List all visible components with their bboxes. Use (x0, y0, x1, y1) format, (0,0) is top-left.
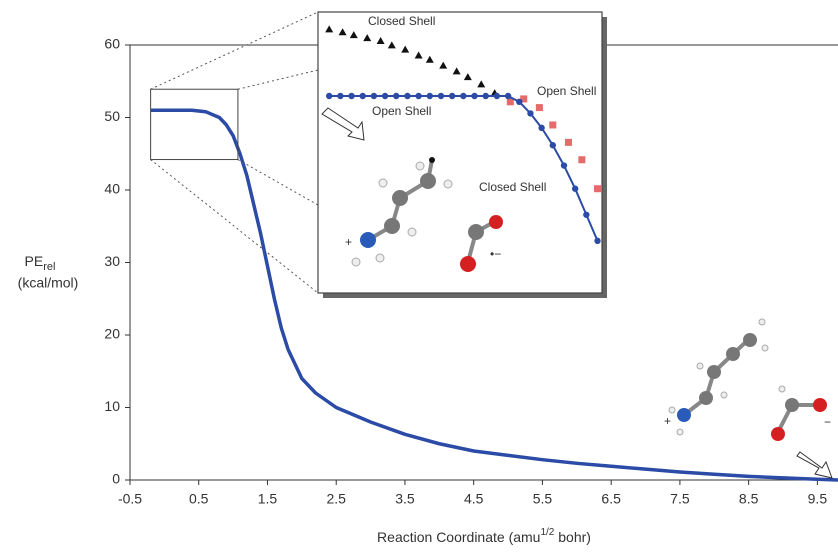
y-tick-label: 0 (112, 471, 120, 487)
point (583, 212, 589, 218)
zoom-guides (151, 12, 318, 293)
inset-frame (318, 12, 602, 293)
point (360, 93, 366, 99)
x-tick-label: 6.5 (601, 491, 621, 507)
point (550, 142, 556, 148)
annotation: − (824, 415, 831, 429)
x-tick-label: 8.5 (739, 491, 759, 507)
x-tick-label: 2.5 (326, 491, 346, 507)
point (527, 110, 533, 116)
point (393, 93, 399, 99)
point (536, 104, 543, 111)
y-tick-label: 20 (104, 326, 120, 342)
point (483, 93, 489, 99)
point (549, 121, 556, 128)
molecule-products (669, 319, 832, 478)
x-tick-label: 1.5 (258, 491, 278, 507)
annotation: Open Shell (537, 84, 596, 98)
point (561, 162, 567, 168)
zoom-guide (151, 12, 318, 89)
x-tick-label: 9.5 (808, 491, 828, 507)
x-tick-label: 7.5 (670, 491, 690, 507)
point (449, 93, 455, 99)
point (578, 156, 585, 163)
point (460, 93, 466, 99)
point (494, 93, 500, 99)
y-tick-label: 10 (104, 398, 120, 414)
y-label-sub: rel (43, 261, 55, 273)
x-tick-label: 0.5 (189, 491, 209, 507)
point (404, 93, 410, 99)
point (594, 185, 601, 192)
y-tick-label: 30 (104, 253, 120, 269)
x-tick-label: 3.5 (395, 491, 415, 507)
point (415, 93, 421, 99)
x-label-tail: bohr) (554, 529, 591, 545)
x-axis-label: Reaction Coordinate (amu1/2 bohr) (377, 527, 591, 545)
x-label-sup: 1/2 (540, 527, 554, 538)
point (471, 93, 477, 99)
y-axis-unit: (kcal/mol) (18, 275, 79, 291)
annotation: Open Shell (372, 104, 431, 118)
annotation: + (664, 414, 671, 428)
y-tick-label: 40 (104, 181, 120, 197)
point (382, 93, 388, 99)
point (572, 186, 578, 192)
zoom-guide (151, 160, 318, 293)
point (438, 93, 444, 99)
page: 0 10 20 30 40 50 60 -0.5 0.5 1.5 2.5 3.5 4.5 5.5 6.5 7.… (0, 0, 838, 554)
point (505, 93, 511, 99)
point (337, 93, 343, 99)
x-label-main: Reaction Coordinate (amu (377, 529, 540, 545)
point (348, 93, 354, 99)
point (565, 139, 572, 146)
y-axis-label: PErel (25, 253, 56, 273)
point (371, 93, 377, 99)
chart: 0 10 20 30 40 50 60 -0.5 0.5 1.5 2.5 3.5 4.5 5.5 6.5 7.… (0, 0, 838, 554)
y-tick-label: 50 (104, 108, 120, 124)
point (427, 93, 433, 99)
point (516, 99, 522, 105)
x-tick-label: 5.5 (533, 491, 553, 507)
x-tick-label: 4.5 (464, 491, 484, 507)
point (538, 125, 544, 131)
annotation: •− (490, 247, 501, 261)
annotation: + (345, 235, 352, 249)
annotation: Closed Shell (479, 180, 546, 194)
zoom-guide (238, 70, 318, 89)
annotation: Closed Shell (368, 14, 435, 28)
point (594, 238, 600, 244)
x-tick-label: -0.5 (118, 491, 142, 507)
y-label-main: PE (25, 253, 44, 269)
point (326, 93, 332, 99)
y-tick-label: 60 (104, 36, 120, 52)
